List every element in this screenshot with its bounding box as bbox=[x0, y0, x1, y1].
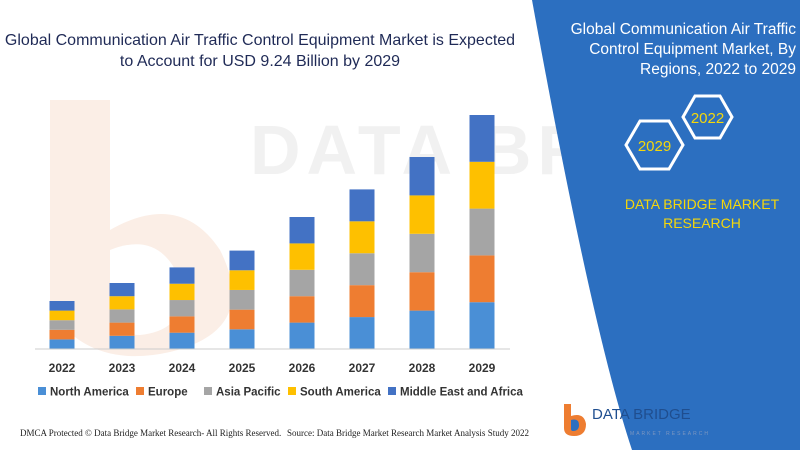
legend-swatch bbox=[38, 387, 46, 395]
legend-label: Europe bbox=[148, 387, 188, 399]
bar-2022-asia-pacific bbox=[49, 320, 75, 330]
bar-2027-europe bbox=[349, 285, 375, 318]
bar-2029-europe bbox=[469, 255, 495, 303]
bar-2029-south-america bbox=[469, 161, 495, 209]
x-tick-label: 2029 bbox=[469, 361, 496, 375]
legend-swatch bbox=[204, 387, 212, 395]
chart-title: Global Communication Air Traffic Control… bbox=[4, 32, 516, 70]
legend-label: Asia Pacific bbox=[216, 387, 281, 399]
legend-label: North America bbox=[50, 387, 129, 399]
bar-2024-north-america bbox=[169, 332, 195, 349]
x-tick-label: 2023 bbox=[109, 361, 136, 375]
panel-title: Global Communication Air Traffic Control… bbox=[570, 21, 796, 78]
bar-2029-middle-east-and-africa bbox=[469, 115, 495, 162]
bar-2027-asia-pacific bbox=[349, 253, 375, 286]
legend-label: Middle East and Africa bbox=[400, 387, 524, 399]
x-tick-label: 2028 bbox=[409, 361, 436, 375]
bar-2024-europe bbox=[169, 316, 195, 333]
x-tick-labels: 2022 2023 2024 2025 2026 2027 2028 2029 bbox=[49, 361, 496, 375]
bar-2023-europe bbox=[109, 322, 135, 336]
legend-swatch bbox=[288, 387, 296, 395]
brand-name: DATA BRIDGE MARKET RESEARCH bbox=[624, 196, 780, 231]
legend-swatch bbox=[388, 387, 396, 395]
bar-2026-south-america bbox=[289, 243, 315, 270]
bar-2025-europe bbox=[229, 309, 255, 330]
footer-source: Source: Data Bridge Market Research Mark… bbox=[287, 428, 529, 438]
hexagon-2022-label: 2022 bbox=[691, 110, 724, 127]
bar-2028-middle-east-and-africa bbox=[409, 157, 435, 196]
bar-2024-south-america bbox=[169, 283, 195, 301]
x-tick-label: 2027 bbox=[349, 361, 376, 375]
bar-2022-north-america bbox=[49, 339, 75, 349]
bar-2028-south-america bbox=[409, 195, 435, 234]
logo-tagline: MARKET RESEARCH bbox=[630, 431, 710, 437]
bar-2026-north-america bbox=[289, 322, 315, 349]
x-tick-label: 2024 bbox=[169, 361, 196, 375]
bar-2024-asia-pacific bbox=[169, 300, 195, 317]
data-bridge-logo-icon: MARKET RESEARCH bbox=[564, 404, 710, 437]
logo-name: DATA BRIDGE bbox=[592, 406, 691, 423]
legend-swatch bbox=[136, 387, 144, 395]
bar-2027-south-america bbox=[349, 221, 375, 254]
hexagon-2029-label: 2029 bbox=[638, 138, 671, 155]
bar-2025-middle-east-and-africa bbox=[229, 250, 255, 271]
legend-label: South America bbox=[300, 387, 381, 399]
hexagon-2029-icon bbox=[624, 119, 685, 171]
bar-2026-europe bbox=[289, 296, 315, 323]
footer-copyright: DMCA Protected © Data Bridge Market Rese… bbox=[20, 428, 282, 438]
legend: North America Europe Asia Pacific South Ame… bbox=[38, 387, 524, 399]
bar-2022-south-america bbox=[49, 310, 75, 321]
bar-2022-europe bbox=[49, 329, 75, 340]
bar-2026-asia-pacific bbox=[289, 269, 315, 297]
bar-2023-south-america bbox=[109, 296, 135, 310]
x-tick-label: 2026 bbox=[289, 361, 316, 375]
bar-2028-asia-pacific bbox=[409, 233, 435, 273]
bar-2025-south-america bbox=[229, 270, 255, 290]
hexagon-2022-icon bbox=[681, 94, 734, 140]
right-panel-background bbox=[532, 0, 800, 450]
bar-2025-north-america bbox=[229, 329, 255, 349]
bar-2027-north-america bbox=[349, 317, 375, 349]
x-tick-label: 2022 bbox=[49, 361, 76, 375]
bar-2022-middle-east-and-africa bbox=[49, 301, 75, 311]
bar-2029-north-america bbox=[469, 302, 495, 349]
bar-2028-europe bbox=[409, 272, 435, 311]
bars-group bbox=[49, 115, 495, 349]
bar-2026-middle-east-and-africa bbox=[289, 217, 315, 244]
bar-2029-asia-pacific bbox=[469, 208, 495, 256]
bar-2023-asia-pacific bbox=[109, 309, 135, 323]
bar-2028-north-america bbox=[409, 310, 435, 349]
bar-2023-north-america bbox=[109, 335, 135, 349]
bar-2027-middle-east-and-africa bbox=[349, 189, 375, 222]
bar-2023-middle-east-and-africa bbox=[109, 283, 135, 297]
bar-2025-asia-pacific bbox=[229, 289, 255, 310]
x-tick-label: 2025 bbox=[229, 361, 256, 375]
bar-2024-middle-east-and-africa bbox=[169, 267, 195, 284]
